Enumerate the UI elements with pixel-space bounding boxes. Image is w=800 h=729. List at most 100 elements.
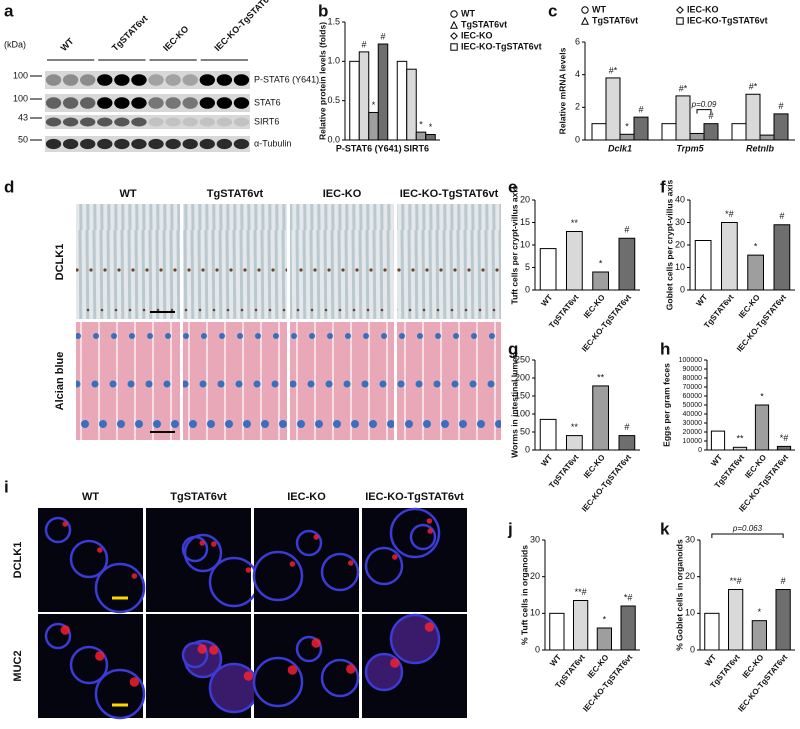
x-tick-label: WT — [539, 293, 554, 308]
x-tick-label: WT — [703, 653, 718, 668]
dclk1-image — [290, 204, 394, 319]
bar — [704, 612, 720, 651]
significance: * — [419, 120, 423, 130]
marker-label: 100 — [13, 93, 28, 103]
blot-band — [97, 138, 113, 150]
significance: * — [758, 607, 762, 617]
significance: # — [708, 111, 713, 121]
stain — [427, 528, 433, 534]
blot-band — [131, 117, 147, 127]
significance: ** — [736, 434, 744, 444]
y-tick-label: 0 — [690, 644, 695, 654]
blot-band — [216, 74, 233, 86]
dclk1-image — [76, 204, 180, 319]
legend-marker — [449, 20, 459, 29]
blot-band — [233, 117, 250, 127]
blot-band — [62, 138, 79, 150]
fluorescence-image — [254, 508, 359, 612]
organoid — [389, 507, 441, 559]
organoid — [44, 622, 72, 650]
blot-band — [165, 138, 181, 150]
significance: * — [760, 391, 764, 401]
stain — [209, 645, 219, 655]
bracket — [696, 109, 712, 114]
blot-band — [148, 138, 164, 150]
y-tick-label: 20000 — [683, 429, 703, 436]
y-tick-label: 1.0 — [327, 56, 340, 66]
y-tick-label: 40 — [675, 194, 685, 204]
y-axis-title: Worms in intestinal lumen — [509, 352, 519, 458]
y-tick-label: 40000 — [683, 411, 703, 418]
blot-group-label: IEC-KO-TgSTAT6vt — [212, 0, 276, 53]
y-tick-label: 0 — [680, 284, 685, 294]
stain — [289, 561, 296, 567]
blot-band — [216, 117, 233, 127]
blot-group-label: TgSTAT6vt — [110, 13, 150, 53]
blot-band — [62, 117, 79, 127]
blot-band — [148, 97, 164, 109]
legend-label: WT — [592, 4, 606, 14]
dclk1-image — [183, 204, 287, 319]
bar — [732, 446, 748, 451]
blot-band — [148, 117, 164, 127]
bar — [710, 430, 726, 451]
blot-band — [182, 97, 198, 109]
annotation: p=0.09 — [691, 100, 717, 109]
blot-band — [45, 97, 62, 109]
row-label: MUC2 — [12, 650, 24, 681]
y-tick-label: 0 — [535, 644, 540, 654]
blot-band — [80, 138, 96, 150]
stain — [390, 658, 400, 668]
stain — [62, 521, 68, 527]
alcian-image — [397, 322, 501, 440]
band-label: STAT6 — [254, 97, 281, 107]
blot-band — [45, 117, 62, 127]
significance: *# — [725, 209, 734, 219]
organoid — [389, 613, 441, 665]
y-tick-label: 15 — [520, 217, 530, 227]
y-tick-label: 0.0 — [327, 134, 340, 144]
organoid — [295, 529, 323, 557]
fluorescence-image — [38, 614, 143, 718]
blot-group-label: WT — [59, 36, 76, 53]
y-tick-label: 10 — [520, 239, 530, 249]
bar — [358, 51, 370, 141]
panel-letter: j — [507, 519, 513, 538]
blot-band — [80, 117, 96, 127]
legend-marker — [581, 6, 589, 14]
significance: #* — [609, 65, 618, 75]
significance: # — [380, 31, 385, 41]
bar — [773, 113, 789, 141]
significance: ** — [571, 422, 579, 432]
legend-label: IEC-KO — [687, 4, 719, 14]
organoid — [208, 662, 260, 714]
y-tick-label: 0 — [525, 284, 530, 294]
blot-band — [80, 97, 96, 109]
panel-letter: k — [660, 519, 670, 538]
column-header: WT — [82, 491, 99, 503]
blot-band — [45, 74, 62, 86]
row-label: Alcian blue — [54, 352, 66, 411]
blot-strip — [45, 94, 250, 112]
blot-band — [165, 74, 181, 86]
blot-band — [182, 117, 198, 127]
bar — [539, 418, 557, 451]
x-tick-label: IEC-KO-TgSTAT6vt — [735, 293, 788, 354]
organoid — [181, 535, 209, 563]
stain — [313, 534, 319, 540]
bar — [751, 620, 767, 651]
panel-letter: b — [318, 1, 328, 20]
bar — [619, 133, 635, 141]
significance: * — [372, 100, 376, 110]
significance: *# — [624, 592, 633, 602]
blot-band — [165, 117, 181, 127]
significance: * — [429, 122, 433, 132]
row-label: DCLK1 — [12, 542, 24, 579]
x-tick-label: Retnlb — [746, 143, 775, 153]
blot-band — [114, 138, 130, 150]
panel-letter: g — [508, 339, 518, 358]
fluorescence-image — [38, 508, 143, 612]
band-label: SIRT6 — [254, 116, 279, 126]
y-tick-label: 4 — [575, 69, 580, 79]
y-axis-title: Relative protein levels (folds) — [317, 22, 327, 140]
